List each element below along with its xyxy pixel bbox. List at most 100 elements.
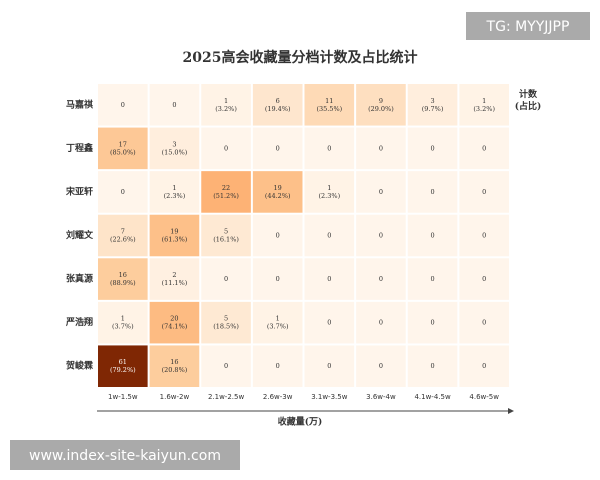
cell-count: 5 (224, 228, 228, 236)
cell-count: 1 (276, 315, 280, 323)
heat-cell (201, 258, 251, 300)
heat-cell (459, 345, 509, 387)
cell-count: 1 (121, 315, 125, 323)
heat-cell (98, 345, 148, 387)
cell-percent: (3.7%) (267, 323, 289, 331)
cell-percent: (74.1%) (162, 323, 188, 331)
heat-cell (252, 258, 303, 300)
cell-percent: (29.0%) (368, 105, 394, 113)
heat-cell (356, 258, 406, 300)
cell-count: 0 (430, 275, 434, 283)
cell-count: 0 (430, 188, 434, 196)
cell-percent: (3.7%) (112, 323, 134, 331)
heat-cell (149, 171, 200, 213)
heat-cell (201, 84, 251, 126)
cell-count: 19 (170, 228, 178, 236)
cell-count: 0 (482, 232, 486, 240)
cell-count: 9 (379, 97, 383, 105)
cell-count: 0 (379, 319, 383, 327)
cell-count: 0 (327, 144, 331, 152)
cell-count: 0 (327, 319, 331, 327)
cell-percent: (44.2%) (265, 192, 291, 200)
x-tick-label: 2.1w-2.5w (208, 393, 245, 401)
heat-cell (201, 214, 251, 257)
heat-cell (252, 84, 303, 126)
heat-cell (407, 127, 458, 170)
heat-cell (459, 258, 509, 300)
heat-cell (201, 345, 251, 387)
heat-cell (459, 301, 509, 344)
heat-cell (252, 127, 303, 170)
heat-cell (407, 84, 458, 126)
heat-cell (98, 84, 148, 126)
cell-count: 0 (121, 188, 125, 196)
heat-cell (252, 345, 303, 387)
row-label: 丁程鑫 (66, 142, 93, 154)
cell-count: 17 (119, 140, 127, 148)
cell-count: 0 (430, 362, 434, 370)
cell-percent: (16.1%) (213, 236, 239, 244)
cell-count: 0 (224, 275, 228, 283)
cell-count: 0 (276, 232, 280, 240)
cell-percent: (3.2%) (215, 105, 237, 113)
cell-count: 0 (327, 275, 331, 283)
cell-percent: (18.5%) (213, 323, 239, 331)
heat-cell (356, 301, 406, 344)
heat-cell (304, 301, 355, 344)
heat-cell (356, 171, 406, 213)
heat-cell (98, 127, 148, 170)
cell-count: 0 (276, 362, 280, 370)
cell-count: 3 (172, 140, 176, 148)
row-label: 刘耀文 (66, 229, 94, 241)
cell-count: 0 (482, 188, 486, 196)
heat-cell (252, 171, 303, 213)
cell-percent: (20.8%) (162, 366, 188, 374)
cell-count: 0 (379, 144, 383, 152)
cell-percent: (35.5%) (316, 105, 342, 113)
heat-cell (356, 214, 406, 257)
cell-count: 16 (119, 271, 127, 279)
cell-count: 2 (172, 271, 176, 279)
cell-count: 0 (482, 319, 486, 327)
cell-count: 22 (222, 184, 230, 192)
heat-cell (149, 345, 200, 387)
cell-percent: (22.6%) (110, 236, 136, 244)
heat-cell (201, 171, 251, 213)
cell-count: 0 (224, 144, 228, 152)
watermark: TG: MYYJJPP (486, 19, 570, 35)
cell-percent: (15.0%) (162, 148, 188, 156)
cell-count: 1 (482, 97, 486, 105)
watermark-box (466, 12, 590, 40)
row-label: 马嘉祺 (66, 98, 93, 110)
cell-percent: (79.2%) (110, 366, 136, 374)
heat-cell (459, 84, 509, 126)
x-tick-label: 3.6w-4w (366, 393, 396, 401)
cell-percent: (9.7%) (422, 105, 444, 113)
heat-cell (304, 345, 355, 387)
heat-cell (149, 301, 200, 344)
heat-cell (304, 171, 355, 213)
heat-cell (304, 214, 355, 257)
heat-cell (304, 258, 355, 300)
row-label: 宋亚轩 (65, 185, 93, 197)
heat-cell (98, 301, 148, 344)
cell-percent: (11.1%) (162, 279, 188, 287)
cell-percent: (88.9%) (110, 279, 136, 287)
heat-cell (304, 84, 355, 126)
cell-count: 6 (276, 97, 280, 105)
arrow-head (508, 408, 514, 414)
row-label: 张真源 (66, 273, 93, 285)
heat-cell (459, 127, 509, 170)
cell-count: 0 (121, 101, 125, 109)
heat-cell (149, 214, 200, 257)
cell-percent: (19.4%) (265, 105, 291, 113)
heat-cell (356, 345, 406, 387)
cell-count: 19 (274, 184, 282, 192)
cell-count: 0 (430, 144, 434, 152)
cell-count: 0 (430, 232, 434, 240)
cell-count: 0 (379, 188, 383, 196)
heat-cell (407, 258, 458, 300)
cell-percent: (2.3%) (319, 192, 341, 200)
